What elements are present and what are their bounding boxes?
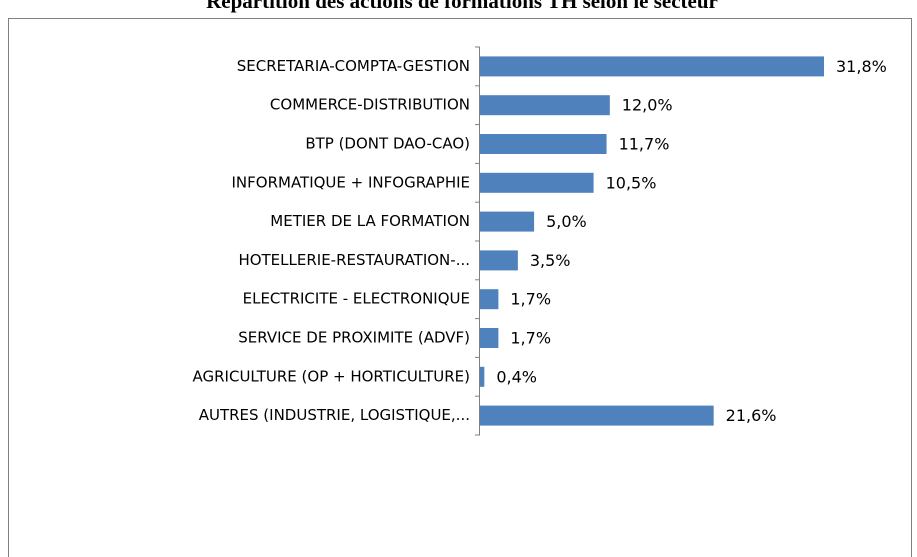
value-label: 1,7% — [510, 290, 551, 309]
category-label: SERVICE DE PROXIMITE (ADVF) — [238, 329, 470, 347]
bar — [480, 95, 610, 116]
category-label: AGRICULTURE (OP + HORTICULTURE) — [193, 367, 470, 385]
bar — [480, 405, 714, 426]
bar — [480, 289, 499, 310]
category-label: AUTRES (INDUSTRIE, LOGISTIQUE,... — [199, 406, 470, 424]
value-label: 5,0% — [546, 212, 587, 231]
bar — [480, 366, 485, 387]
chart-border — [8, 18, 912, 557]
value-label: 12,0% — [622, 96, 673, 115]
bar — [480, 250, 518, 271]
bar — [480, 172, 594, 193]
category-label: SECRETARIA-COMPTA-GESTION — [237, 57, 470, 75]
bar — [480, 56, 824, 77]
category-label: BTP (DONT DAO-CAO) — [305, 135, 470, 153]
value-label: 21,6% — [726, 406, 777, 425]
value-label: 3,5% — [530, 251, 571, 270]
value-label: 0,4% — [496, 367, 537, 386]
chart-title: Répartition des actions de formations TH… — [206, 0, 718, 13]
bar — [480, 134, 607, 154]
category-label: INFORMATIQUE + INFOGRAPHIE — [232, 173, 471, 191]
category-label: COMMERCE-DISTRIBUTION — [270, 96, 470, 114]
category-label: METIER DE LA FORMATION — [270, 212, 470, 230]
value-label: 10,5% — [606, 173, 657, 192]
value-label: 31,8% — [836, 57, 887, 76]
value-label: 1,7% — [510, 329, 551, 348]
bar — [480, 211, 535, 232]
category-label: HOTELLERIE-RESTAURATION-... — [238, 251, 470, 269]
value-label: 11,7% — [619, 135, 670, 154]
bar — [480, 328, 499, 348]
category-label: ELECTRICITE - ELECTRONIQUE — [243, 290, 470, 308]
